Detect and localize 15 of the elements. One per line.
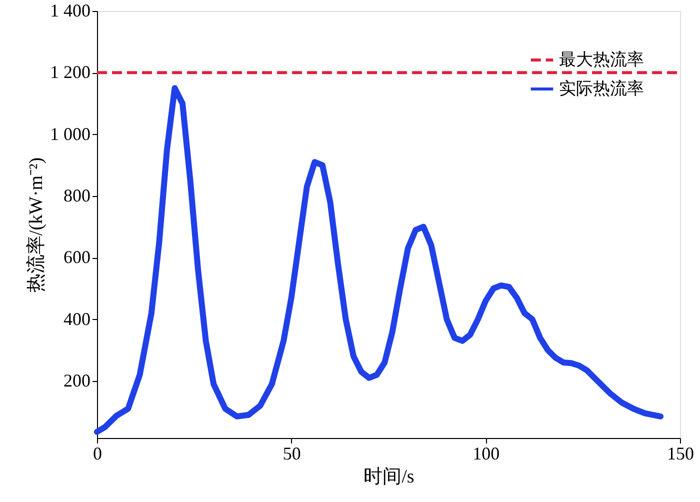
x-tick-label: 0 <box>93 444 102 464</box>
y-tick-label: 200 <box>64 370 90 390</box>
x-axis-title: 时间/s <box>364 466 414 488</box>
y-tick-label: 1 000 <box>50 124 90 144</box>
y-tick-label: 400 <box>64 308 90 329</box>
x-tick-label: 100 <box>472 444 500 464</box>
y-tick-label: 600 <box>64 247 90 268</box>
x-tick-label: 50 <box>282 444 301 464</box>
legend-label: 实际热流率 <box>559 79 644 98</box>
y-tick-label: 1 200 <box>50 62 90 82</box>
y-tick-label: 800 <box>64 185 90 206</box>
ref-line-label: 最大热流率 <box>559 50 644 69</box>
y-axis-title: 热流率/(kW·m⁻²) <box>25 157 47 293</box>
x-tick-label: 150 <box>667 444 694 464</box>
y-tick-label: 1 400 <box>50 0 90 20</box>
